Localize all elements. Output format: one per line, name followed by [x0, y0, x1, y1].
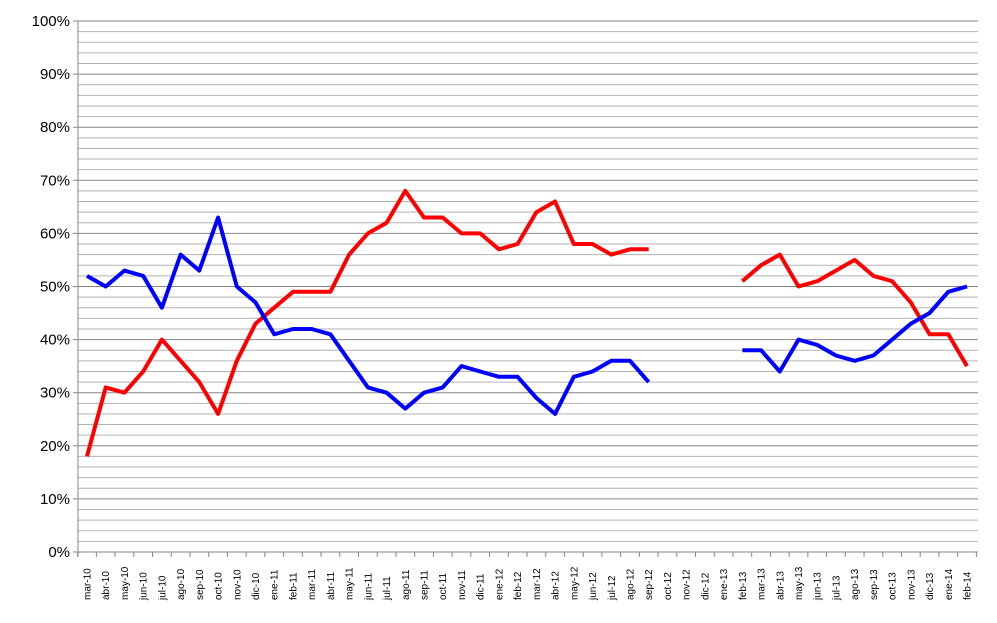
x-tick-label: ago-10 — [176, 568, 187, 600]
x-tick-label: ago-12 — [625, 568, 636, 600]
y-tick-label: 60% — [40, 225, 70, 242]
x-tick-label: ene-14 — [944, 568, 955, 600]
y-tick-label: 70% — [40, 172, 70, 189]
x-tick-label: nov-12 — [682, 569, 693, 600]
x-tick-label: nov-10 — [232, 569, 243, 600]
x-tick-label: abr-13 — [775, 571, 786, 600]
x-tick-label: feb-13 — [738, 571, 749, 600]
x-tick-label: oct-12 — [663, 572, 674, 600]
x-tick-label: may-10 — [120, 566, 131, 600]
y-tick-label: 50% — [40, 279, 70, 296]
x-tick-label: nov-13 — [906, 569, 917, 600]
x-tick-label: mar-13 — [757, 568, 768, 600]
x-tick-label: ago-11 — [401, 569, 412, 600]
x-tick-label: sep-11 — [420, 570, 431, 600]
series-line-red — [85, 188, 969, 457]
gridlines — [78, 20, 978, 553]
x-tick-label: oct-13 — [888, 572, 899, 600]
x-tick-label: oct-11 — [438, 573, 449, 600]
y-tick-label: 10% — [40, 491, 70, 508]
y-tick-label: 0% — [48, 544, 70, 561]
x-tick-label: ene-11 — [270, 569, 281, 600]
x-tick-label: abr-10 — [101, 571, 112, 600]
x-tick-label: feb-12 — [513, 571, 524, 600]
x-tick-label: sep-10 — [195, 569, 206, 600]
y-tick-label: 100% — [32, 13, 70, 30]
series-lines — [85, 188, 969, 457]
x-tick-label: abr-12 — [551, 571, 562, 600]
y-tick-label: 20% — [40, 438, 70, 455]
y-tick-label: 80% — [40, 119, 70, 136]
x-tick-label: jul-10 — [157, 575, 168, 601]
x-tick-label: sep-12 — [644, 569, 655, 600]
x-tick-label: dic-11 — [476, 573, 487, 600]
x-tick-label: oct-10 — [214, 572, 225, 600]
y-tick-label: 30% — [40, 385, 70, 402]
x-tick-label: mar-12 — [532, 568, 543, 600]
x-tick-label: jul-11 — [382, 576, 393, 601]
axes — [73, 20, 978, 557]
x-tick-label: jul-12 — [607, 575, 618, 601]
x-tick-label: dic-12 — [700, 572, 711, 600]
x-tick-label: ene-13 — [719, 568, 730, 600]
y-axis-labels: 0% 10% 20% 30% 40% 50% 60% 70% 80% 90% 100% — [32, 13, 70, 561]
x-tick-label: ago-13 — [850, 568, 861, 600]
x-tick-label: jun-13 — [813, 572, 824, 601]
x-tick-label: may-11 — [345, 567, 356, 600]
y-tick-label: 90% — [40, 66, 70, 83]
series-line-blue — [86, 215, 968, 416]
x-tick-label: jun-12 — [588, 572, 599, 601]
x-tick-label: dic-10 — [251, 572, 262, 600]
x-tick-label: sep-13 — [869, 569, 880, 600]
x-tick-label: ene-12 — [494, 568, 505, 600]
x-tick-label: dic-13 — [925, 572, 936, 600]
x-tick-label: may-12 — [569, 566, 580, 600]
y-tick-label: 40% — [40, 332, 70, 349]
x-tick-label: may-13 — [794, 566, 805, 600]
x-tick-label: feb-14 — [963, 571, 974, 600]
x-tick-label: abr-11 — [326, 571, 337, 600]
x-tick-label: jun-11 — [363, 573, 374, 601]
x-tick-label: jul-13 — [831, 575, 842, 601]
x-tick-label: nov-11 — [457, 570, 468, 600]
x-tick-label: mar-10 — [83, 568, 94, 600]
x-tick-label: feb-11 — [288, 572, 299, 600]
x-tick-label: mar-11 — [307, 569, 318, 600]
x-axis-labels: mar-10 abr-10 may-10 jun-10 jul-10 ago-10 sep-… — [83, 566, 974, 601]
x-tick-label: jun-10 — [139, 572, 150, 601]
